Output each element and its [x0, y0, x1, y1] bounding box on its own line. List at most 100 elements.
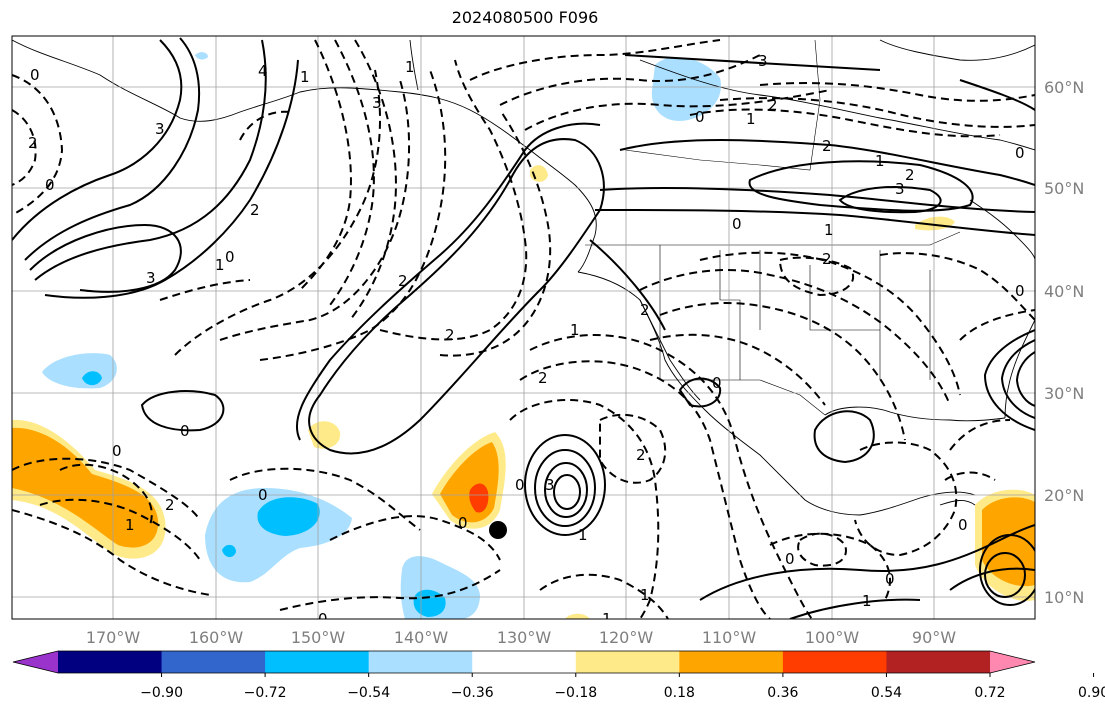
map-area: [12, 36, 1035, 619]
latitude-ticks: 60°N 50°N 40°N 30°N 20°N 10°N: [1044, 78, 1084, 607]
contour-label: 0: [885, 570, 895, 588]
contour-label: 0: [30, 66, 40, 84]
colorbar-segment: [161, 651, 266, 673]
colorbar-segment: [575, 651, 680, 673]
positive-shading-center-peak: [469, 483, 489, 513]
lon-tick: 140°W: [394, 628, 449, 647]
lat-tick: 50°N: [1044, 179, 1084, 198]
colorbar-tick-label: 0.54: [871, 685, 902, 701]
contour-label: 1: [602, 610, 612, 628]
contour-label: 2: [822, 137, 832, 155]
colorbar-extend-max: [990, 651, 1035, 673]
lat-tick: 60°N: [1044, 78, 1084, 97]
colorbar-segment: [472, 651, 577, 673]
contour-label: 2: [250, 201, 260, 219]
contour-label: 1: [125, 516, 135, 534]
colorbar: −0.90 −0.72 −0.54 −0.36 −0.18 0.18 0.36 0.54 0.7…: [12, 650, 1105, 701]
contour-label: 1: [405, 58, 415, 76]
colorbar-tick-label: 0.72: [974, 685, 1005, 701]
storm-marker: [489, 521, 507, 539]
positive-shading-bottom: [565, 613, 590, 619]
lat-tick: 30°N: [1044, 384, 1084, 403]
colorbar-tick-label: −0.72: [244, 685, 287, 701]
colorbar-tick-label: −0.36: [451, 685, 494, 701]
longitude-ticks: 170°W 160°W 150°W 140°W 130°W 120°W 110°…: [86, 628, 956, 647]
contour-label: 3: [155, 120, 165, 138]
contour-label: 1: [824, 221, 834, 239]
lat-tick: 40°N: [1044, 282, 1084, 301]
contour-label: 1: [862, 592, 872, 610]
shading-layer: [12, 52, 1035, 619]
colorbar-tick-label: 0.18: [664, 685, 695, 701]
contour-label: 2: [165, 496, 175, 514]
contour-label: 1: [875, 152, 885, 170]
lon-tick: 170°W: [86, 628, 141, 647]
contour-label: 2: [398, 272, 408, 290]
positive-shading-small-1: [308, 421, 341, 449]
contour-label: 0: [1015, 144, 1025, 162]
negative-shading-west-small-core: [82, 371, 102, 386]
contour-label: 2: [905, 166, 915, 184]
colorbar-tick-label: 0.90: [1078, 685, 1105, 701]
contour-label: 3: [758, 52, 768, 70]
contour-label: 3: [372, 94, 382, 112]
lon-tick: 160°W: [189, 628, 244, 647]
negative-shading-north-small: [195, 52, 208, 60]
contour-label: 0: [112, 442, 122, 460]
negative-shading-mid-core: [257, 497, 320, 536]
colorbar-segment: [368, 651, 473, 673]
contour-label: 4: [258, 62, 268, 80]
contour-label: 0: [180, 422, 190, 440]
contour-label: 1: [300, 68, 310, 86]
contour-label: 0: [712, 374, 722, 392]
contour-label: 0: [785, 550, 795, 568]
colorbar-extend-min: [13, 651, 58, 673]
lon-tick: 130°W: [497, 628, 552, 647]
contour-label: 1: [640, 586, 650, 604]
contour-label: 3: [895, 180, 905, 198]
contour-label: 0: [258, 486, 268, 504]
contour-label: 1: [746, 110, 756, 128]
contour-label: 0: [732, 215, 742, 233]
colorbar-segment: [886, 651, 991, 673]
contour-label: 0: [318, 610, 328, 628]
contour-label: 0: [515, 476, 525, 494]
lon-tick: 90°W: [912, 628, 956, 647]
contour-label: 2: [640, 301, 650, 319]
contour-label: 2: [822, 250, 832, 268]
contour-labels: 0 4 3 2 1 0 3 2 1 0 1 2 3 3 2 1 0 2 1 0 …: [28, 52, 1025, 628]
lat-tick: 20°N: [1044, 486, 1084, 505]
positive-shading-west-core: [12, 427, 159, 548]
contour-label: 0: [225, 248, 235, 266]
colorbar-segment: [265, 651, 370, 673]
contour-label: 1: [570, 321, 580, 339]
contour-label: 0: [1015, 282, 1025, 300]
contour-label: 0: [45, 176, 55, 194]
contour-label: 0: [958, 516, 968, 534]
contour-label: 2: [636, 446, 646, 464]
lat-tick: 10°N: [1044, 588, 1084, 607]
colorbar-tick-label: −0.18: [554, 685, 597, 701]
coastlines: [12, 39, 1035, 516]
dashed-contours: [12, 39, 1035, 619]
contour-label: 2: [28, 134, 38, 152]
contour-label: 1: [578, 526, 588, 544]
solid-contours: [12, 37, 1035, 619]
map-frame: [11, 35, 1036, 620]
lon-tick: 150°W: [291, 628, 346, 647]
negative-shading-mid-core-2: [222, 544, 236, 558]
lon-tick: 120°W: [599, 628, 654, 647]
political-borders: [585, 39, 961, 416]
lon-tick: 100°W: [805, 628, 860, 647]
contour-label: 0: [695, 108, 705, 126]
colorbar-segment: [782, 651, 887, 673]
colorbar-labels: −0.90 −0.72 −0.54 −0.36 −0.18 0.18 0.36 0.54 0.7…: [140, 673, 1105, 701]
colorbar-segments: [12, 650, 1036, 674]
contour-label: 2: [538, 369, 548, 387]
contour-label: 1: [215, 256, 225, 274]
colorbar-segment: [679, 651, 784, 673]
lon-tick: 110°W: [702, 628, 757, 647]
figure-title: 2024080500 F096: [451, 8, 599, 27]
colorbar-tick-label: −0.90: [140, 685, 183, 701]
